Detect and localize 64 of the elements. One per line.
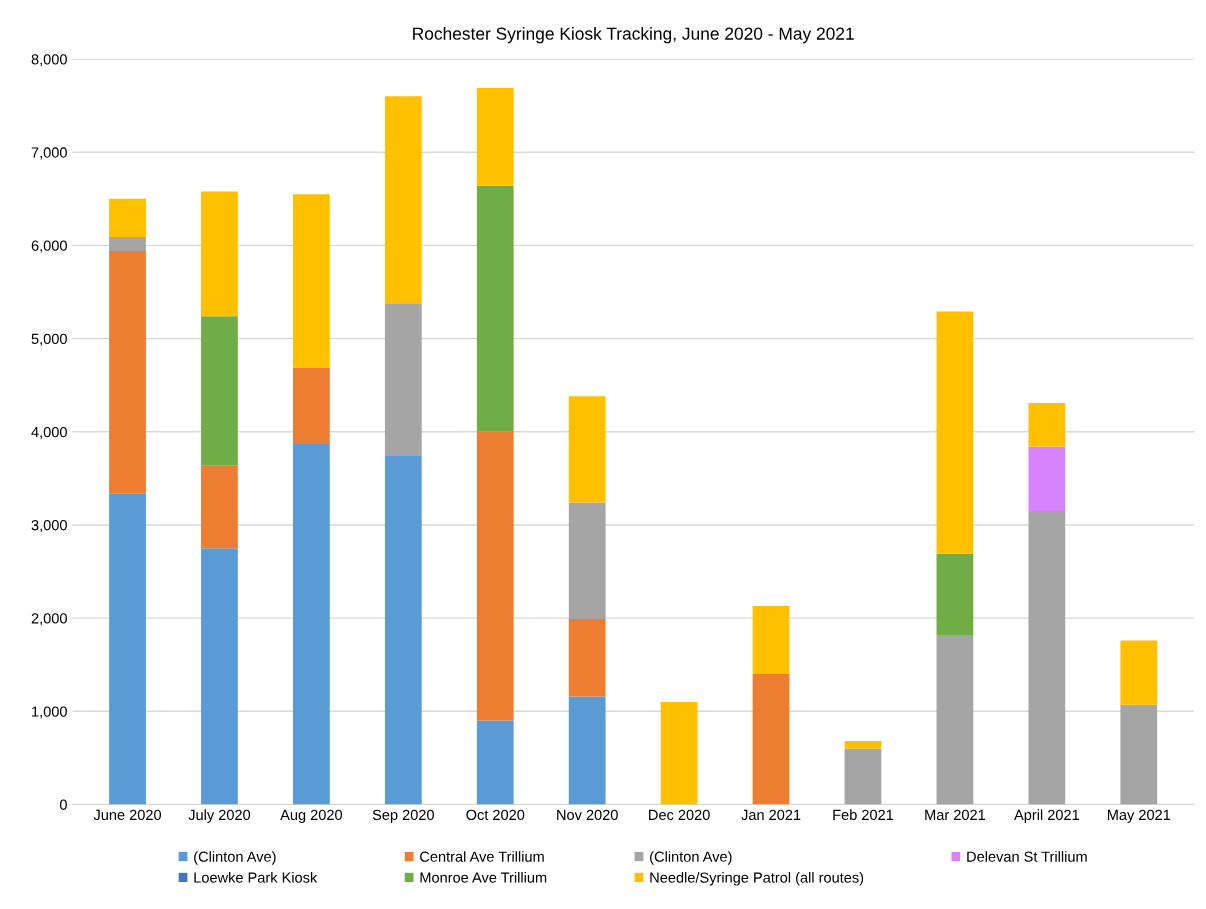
bar [293,367,330,444]
bar [109,237,146,252]
bar [201,465,238,549]
x-tick-label: April 2021 [1014,809,1079,823]
bar [384,96,422,304]
y-tick-label: 4,000 [31,426,67,439]
bar [568,619,606,697]
bar [752,674,790,805]
bar [476,431,514,721]
bar [568,396,606,503]
bar [1028,510,1066,805]
legend-label: Loewke Park Kiosk [194,872,318,883]
x-tick-label: Oct 2020 [466,809,525,821]
bar [476,720,514,805]
y-tick-label: 8,000 [31,54,67,67]
y-tick-label: 2,000 [31,613,67,626]
bar [660,701,698,805]
x-tick-label: Aug 2020 [280,809,343,823]
legend-label: Monroe Ave Trillium [420,872,547,883]
bar [384,303,422,456]
bar [1028,402,1066,447]
bar [293,194,330,368]
legend-label: Needle/Syringe Patrol (all routes) [650,872,864,886]
x-tick-label: Nov 2020 [557,809,618,821]
y-tick-label: 7,000 [31,147,67,160]
bar [844,748,882,805]
bar [568,502,606,620]
x-tick-label: July 2020 [188,809,251,823]
bar [936,634,974,805]
bar [109,198,146,238]
x-tick-label: June 2020 [93,809,162,821]
legend-label: (Clinton Ave) [650,851,732,865]
bar [936,311,974,554]
bar [293,443,330,805]
x-tick-label: Jan 2021 [741,809,801,821]
bar [1120,640,1158,705]
legend-label: Delevan St Trillium [967,851,1087,862]
x-tick-label: Dec 2020 [649,809,710,821]
bar [201,548,238,805]
x-tick-label: Sep 2020 [372,809,434,823]
x-tick-label: Mar 2021 [925,809,986,821]
y-tick-label: 0 [59,799,67,810]
chart-title: Rochester Syringe Kiosk Tracking, June 2020 - May 2021 [413,27,854,44]
bar [109,493,146,805]
x-tick-label: May 2021 [1107,809,1171,823]
bar [1120,704,1158,805]
bar [1028,446,1066,511]
bar [936,553,974,635]
bar [384,456,422,805]
bar [109,251,146,494]
bar [752,606,790,675]
x-tick-label: Feb 2021 [833,809,894,821]
bar [476,87,514,186]
y-tick-label: 5,000 [31,333,67,346]
bar [476,185,514,432]
bar [568,696,606,805]
bar [844,741,882,749]
y-tick-label: 3,000 [31,520,67,533]
y-tick-label: 6,000 [31,240,67,253]
bar [201,316,238,466]
y-tick-label: 1,000 [32,706,67,719]
bar [201,191,238,317]
legend-label: Central Ave Trillium [420,851,544,862]
legend-label: (Clinton Ave) [194,851,276,865]
